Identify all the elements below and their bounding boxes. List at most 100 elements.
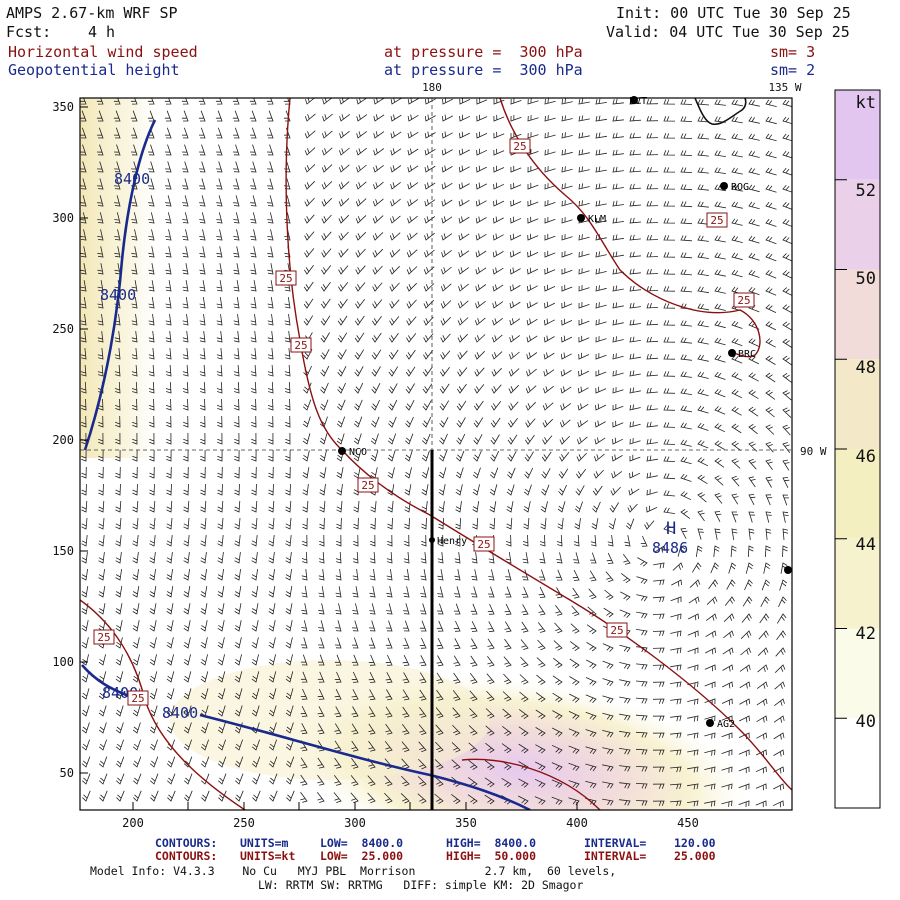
wind-barb — [181, 144, 189, 156]
wind-barb — [80, 263, 87, 275]
wind-barb — [390, 181, 401, 190]
wind-barb — [267, 364, 274, 377]
wind-barb — [405, 433, 414, 445]
wind-barb — [540, 517, 547, 530]
wind-barb — [402, 706, 410, 718]
wind-barb — [731, 440, 742, 451]
wind-barb — [748, 218, 760, 227]
wind-barb — [113, 110, 121, 122]
wind-barb — [731, 184, 743, 192]
wind-barb — [507, 451, 517, 462]
wind-barb — [731, 475, 740, 487]
wind-barb — [268, 756, 278, 768]
wind-barb — [183, 671, 192, 683]
contours-height-units: UNITS=m — [240, 836, 289, 850]
wind-barb — [544, 318, 555, 326]
wind-barb — [612, 149, 624, 156]
wind-barb — [300, 706, 308, 717]
wind-barb — [387, 501, 394, 513]
wind-barb — [459, 98, 471, 105]
wind-barb — [538, 569, 546, 581]
wind-barb — [454, 569, 461, 581]
wind-barb — [385, 637, 393, 649]
wind-barb — [492, 250, 504, 258]
wind-barb — [695, 545, 703, 557]
wind-barb — [404, 484, 412, 496]
wind-barb — [233, 364, 240, 377]
wind-barb — [386, 551, 393, 564]
wind-barb — [284, 297, 291, 309]
wind-barb — [595, 268, 607, 275]
wind-barb — [268, 517, 275, 530]
wind-barb — [422, 433, 431, 445]
wind-barb — [544, 267, 556, 275]
wind-barb — [302, 500, 309, 513]
station-dot-brc — [728, 349, 736, 357]
wind-barb — [578, 132, 590, 139]
wind-barb — [612, 251, 624, 258]
colorbar — [835, 90, 880, 808]
wind-barb — [748, 494, 756, 505]
wind-barb — [697, 218, 709, 225]
wind-barb — [337, 349, 347, 360]
wind-barb — [303, 281, 314, 292]
wind-barb — [250, 212, 257, 224]
wind-barb — [760, 596, 770, 607]
wind-barb — [385, 706, 393, 718]
wind-barb — [372, 215, 384, 224]
wind-barb — [731, 320, 743, 329]
wind-barb — [301, 603, 308, 615]
wind-barb — [115, 517, 122, 530]
wind-barb — [250, 161, 257, 173]
wind-barb — [249, 144, 257, 156]
wind-barb — [182, 178, 189, 190]
wind-barb — [697, 303, 709, 311]
wind-barb — [81, 483, 87, 496]
wind-barb — [150, 790, 159, 802]
wind-barb — [336, 500, 343, 513]
wind-barb — [133, 773, 142, 785]
wind-barb — [663, 235, 676, 241]
model-info-line1: Model Info: V4.3.3 No Cu MYJ PBL Morriso… — [90, 864, 617, 878]
forecast-hour: 4 h — [88, 23, 116, 41]
wind-barb — [405, 349, 416, 360]
wind-barb — [401, 724, 410, 735]
wind-barb — [216, 229, 223, 241]
wind-barb — [704, 766, 716, 773]
wind-barb — [131, 229, 138, 241]
wind-barb — [318, 637, 325, 649]
field1-name: Horizontal wind speed — [8, 43, 198, 61]
wind-barb — [367, 792, 376, 804]
wind-barb — [250, 314, 257, 326]
wind-barb — [149, 449, 155, 462]
wind-barb — [782, 167, 792, 176]
wind-barb — [384, 775, 393, 787]
wind-barb — [612, 132, 624, 139]
wind-barb — [80, 195, 87, 207]
wind-barb — [165, 381, 172, 394]
wind-barb — [268, 705, 277, 717]
wind-barb — [524, 467, 534, 479]
wind-barb — [149, 586, 157, 598]
wind-barb — [114, 364, 121, 377]
wind-barb — [457, 317, 469, 326]
wind-barb — [748, 150, 760, 158]
wind-barb — [629, 217, 642, 224]
wind-barb — [418, 724, 427, 735]
wind-barb — [183, 500, 190, 513]
wind-barb — [605, 571, 614, 583]
wind-barb — [355, 282, 366, 292]
wind-barb — [612, 336, 624, 343]
wind-barb — [353, 534, 359, 547]
wind-barb — [352, 569, 359, 581]
wind-barb — [469, 690, 478, 702]
wind-barb — [217, 756, 227, 768]
wind-barb — [436, 638, 444, 649]
wind-barb — [353, 500, 360, 513]
wind-barb — [406, 282, 417, 292]
wind-barb — [457, 367, 468, 377]
wind-barb — [268, 449, 274, 462]
wind-barb — [165, 161, 172, 173]
wind-barb — [782, 236, 792, 245]
wind-barb — [561, 98, 573, 105]
